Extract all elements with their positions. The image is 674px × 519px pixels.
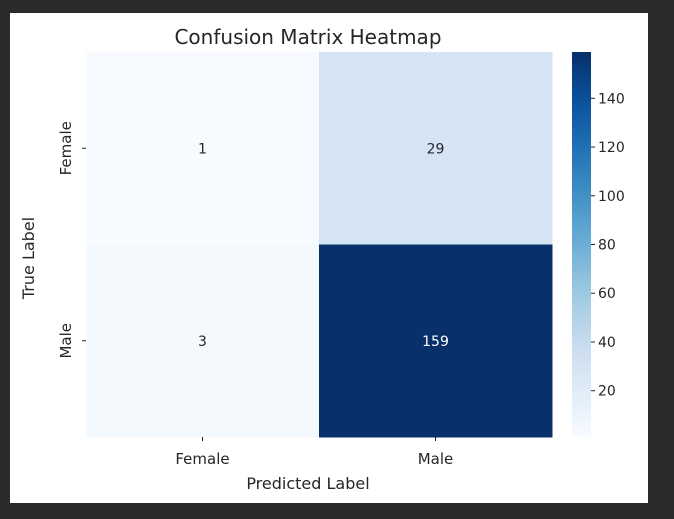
heatmap-cell-labels: 1 29 3 159 bbox=[198, 141, 449, 350]
heatmap-chart: Confusion Matrix Heatmap 1 29 3 159 Female M… bbox=[19, 25, 625, 493]
y-axis-label: True Label bbox=[19, 217, 38, 300]
colorbar-tick-label-1: 40 bbox=[598, 335, 616, 351]
chart-title: Confusion Matrix Heatmap bbox=[174, 25, 441, 49]
y-axis-ticks: Female Male bbox=[57, 121, 86, 359]
heatmap-cell-0-1 bbox=[319, 52, 553, 245]
colorbar-tick-label-2: 60 bbox=[598, 286, 616, 302]
x-axis-label: Predicted Label bbox=[246, 474, 369, 493]
heatmap-cell-0-0 bbox=[86, 52, 320, 245]
colorbar-tick-label-5: 120 bbox=[598, 140, 625, 156]
x-tick-label-1: Male bbox=[418, 450, 454, 468]
cell-value-1-1: 159 bbox=[422, 334, 449, 350]
y-tick-label-0: Female bbox=[57, 121, 75, 175]
colorbar-tick-label-0: 20 bbox=[598, 384, 616, 400]
cell-value-0-1: 29 bbox=[427, 141, 445, 157]
x-tick-label-0: Female bbox=[175, 450, 229, 468]
heatmap-cells bbox=[86, 52, 553, 438]
y-tick-label-1: Male bbox=[57, 323, 75, 359]
heatmap-cell-1-0 bbox=[86, 244, 320, 438]
heatmap-cell-1-1 bbox=[319, 244, 553, 438]
colorbar-ticks: 20 40 60 80 100 120 140 bbox=[591, 91, 625, 400]
chart-figure: Confusion Matrix Heatmap 1 29 3 159 Female M… bbox=[10, 13, 648, 503]
colorbar bbox=[572, 52, 591, 437]
colorbar-tick-label-3: 80 bbox=[598, 238, 616, 254]
cell-value-0-0: 1 bbox=[198, 141, 207, 157]
colorbar-tick-label-6: 140 bbox=[598, 91, 625, 107]
colorbar-tick-label-4: 100 bbox=[598, 189, 625, 205]
cell-value-1-0: 3 bbox=[198, 334, 207, 350]
x-axis-ticks: Female Male bbox=[175, 437, 453, 468]
